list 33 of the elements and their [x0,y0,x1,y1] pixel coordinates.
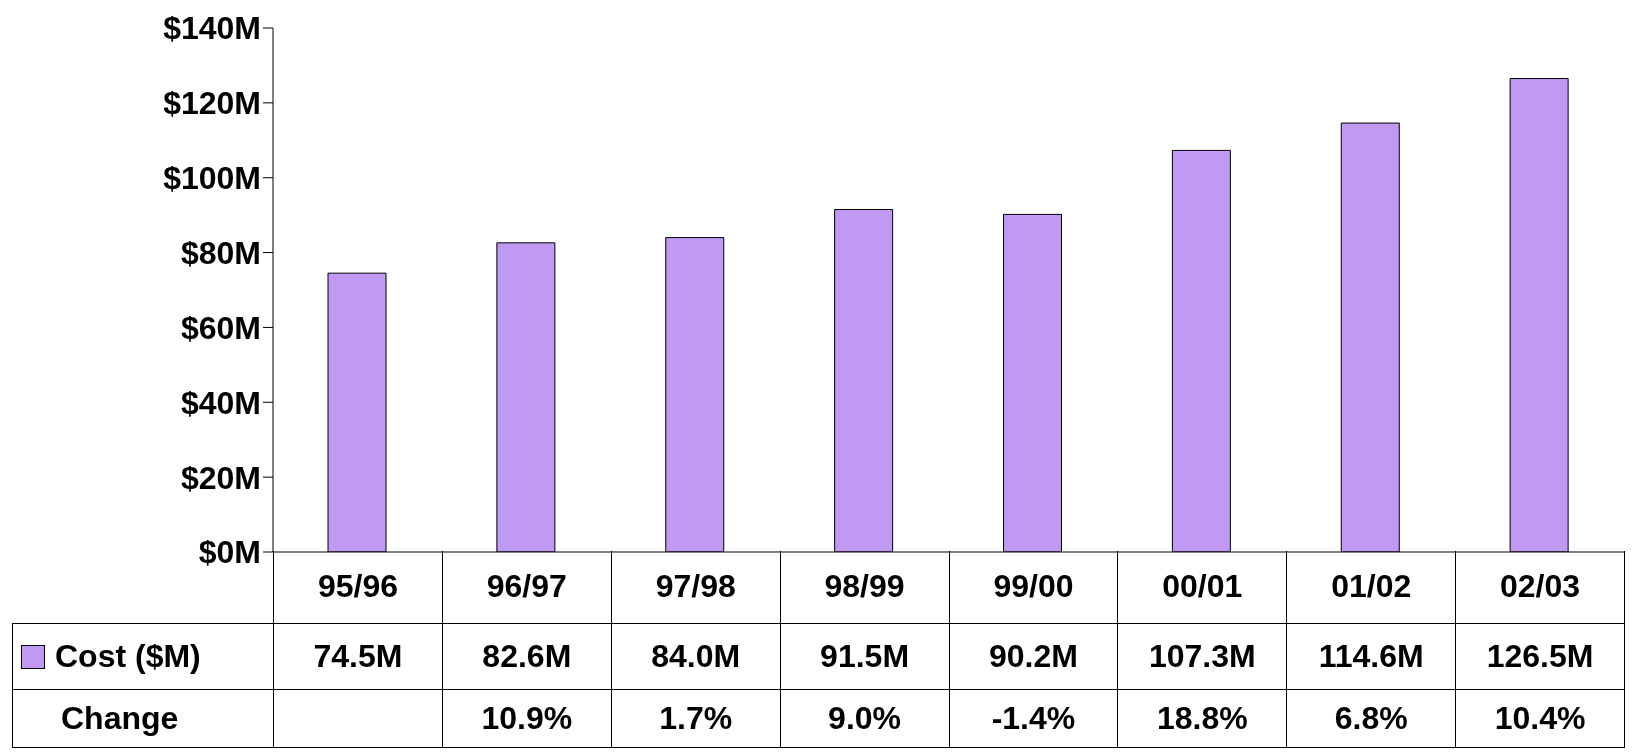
text: 9.0% [780,689,949,747]
text: 18.8% [1117,689,1287,747]
y-tick-label: $60M [180,309,261,346]
text: 10.4% [1455,689,1625,747]
data-label: 84.0M [611,623,781,689]
y-tick-label: $100M [163,160,261,197]
y-tick-label: $140M [163,10,261,47]
text: Change [12,689,274,747]
y-tick-label: $0M [198,534,261,571]
x-tick-label: 96/97 [442,551,612,623]
x-tick-label: 95/96 [273,551,443,623]
x-tick-label: 00/01 [1117,551,1287,623]
data-label: 74.5M [273,623,443,689]
data-label: 114.6M [1286,623,1456,689]
x-tick-label: 97/98 [611,551,781,623]
data-label: 91.5M [780,623,949,689]
x-tick-label: 01/02 [1286,551,1456,623]
data-label: 126.5M [1455,623,1625,689]
x-tick-label: 02/03 [1455,551,1625,623]
text: 6.8% [1286,689,1456,747]
data-label: 107.3M [1117,623,1287,689]
y-tick-label: $120M [163,85,261,122]
x-tick-label: 99/00 [949,551,1118,623]
y-tick-label: $40M [180,384,261,421]
text: 1.7% [611,689,781,747]
y-tick-label: $20M [180,459,261,496]
text: 10.9% [442,689,612,747]
y-tick-label: $80M [180,234,261,271]
x-tick-label: 98/99 [780,551,949,623]
text: -1.4% [949,689,1118,747]
data-label: 82.6M [442,623,612,689]
data-label: 90.2M [949,623,1118,689]
legend-label: Cost ($M) [55,638,201,675]
